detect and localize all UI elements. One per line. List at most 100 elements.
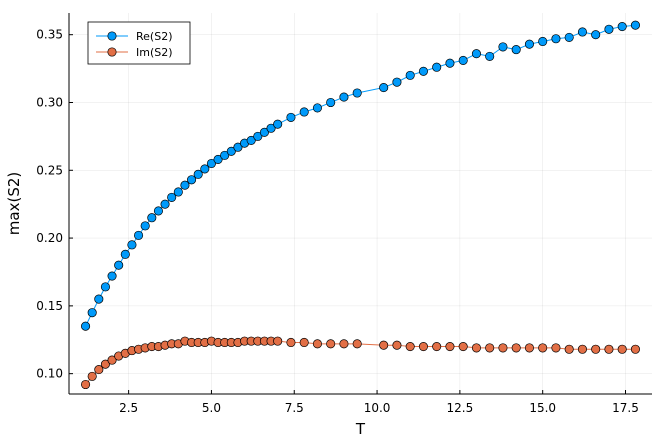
data-point-re-s2 xyxy=(445,58,455,68)
plot-area xyxy=(69,13,652,394)
data-point-re-s2 xyxy=(312,103,322,113)
data-point-re-s2 xyxy=(299,107,309,117)
data-point-im-s2 xyxy=(299,337,309,348)
data-point-im-s2 xyxy=(432,341,442,352)
data-point-im-s2 xyxy=(604,344,614,354)
data-point-im-s2 xyxy=(564,344,574,354)
grid xyxy=(69,13,652,394)
x-axis-ticks: 2.5 5.0 7.5 10.0 12.5 15.0 17.5 xyxy=(119,390,639,415)
data-point-im-s2 xyxy=(551,343,561,353)
y-tick-label: 0.30 xyxy=(36,95,63,109)
data-point-re-s2 xyxy=(339,92,349,102)
data-point-re-s2 xyxy=(630,20,640,30)
data-point-im-s2 xyxy=(511,343,521,353)
y-tick-label: 0.20 xyxy=(36,231,63,245)
data-point-im-s2 xyxy=(405,341,415,352)
data-point-re-s2 xyxy=(591,30,601,40)
data-point-im-s2 xyxy=(352,339,362,349)
data-point-re-s2 xyxy=(418,66,428,76)
data-point-re-s2 xyxy=(259,127,269,137)
data-point-re-s2 xyxy=(511,45,521,55)
data-point-re-s2 xyxy=(551,34,561,44)
data-point-re-s2 xyxy=(524,39,534,49)
data-point-im-s2 xyxy=(286,337,296,348)
data-point-im-s2 xyxy=(577,344,587,354)
data-point-re-s2 xyxy=(233,142,243,152)
data-point-im-s2 xyxy=(87,371,97,381)
data-point-re-s2 xyxy=(160,199,170,209)
data-point-im-s2 xyxy=(107,355,117,365)
data-point-re-s2 xyxy=(220,150,230,160)
x-tick-label: 2.5 xyxy=(119,401,138,415)
data-point-im-s2 xyxy=(418,341,428,352)
data-point-re-s2 xyxy=(94,294,104,304)
legend-label: Re(S2) xyxy=(136,30,172,43)
data-point-re-s2 xyxy=(253,131,263,141)
legend: Re(S2) Im(S2) xyxy=(87,21,191,65)
legend-label: Im(S2) xyxy=(136,46,173,59)
data-point-re-s2 xyxy=(147,213,157,223)
data-point-re-s2 xyxy=(326,97,336,108)
x-tick-label: 15.0 xyxy=(529,401,556,415)
data-point-re-s2 xyxy=(498,42,508,52)
data-point-re-s2 xyxy=(81,321,91,331)
data-point-re-s2 xyxy=(140,221,150,231)
data-point-re-s2 xyxy=(180,180,190,190)
data-point-re-s2 xyxy=(617,22,627,32)
y-tick-label: 0.35 xyxy=(36,28,63,42)
data-point-re-s2 xyxy=(392,77,402,87)
data-point-re-s2 xyxy=(213,154,223,164)
data-point-re-s2 xyxy=(266,123,276,133)
data-point-re-s2 xyxy=(485,51,495,61)
y-axis-ticks: 0.10 0.15 0.20 0.25 0.30 0.35 xyxy=(36,28,73,381)
data-point-im-s2 xyxy=(524,343,534,353)
data-point-re-s2 xyxy=(471,49,481,59)
data-point-re-s2 xyxy=(246,135,256,146)
data-point-re-s2 xyxy=(564,32,574,42)
x-tick-label: 12.5 xyxy=(447,401,474,415)
data-point-im-s2 xyxy=(471,343,481,353)
legend-marker xyxy=(107,47,117,57)
data-point-re-s2 xyxy=(200,164,210,174)
data-point-re-s2 xyxy=(577,27,587,37)
data-point-re-s2 xyxy=(153,206,163,216)
data-point-re-s2 xyxy=(458,55,468,66)
data-point-im-s2 xyxy=(339,339,349,349)
x-tick-label: 7.5 xyxy=(285,401,304,415)
legend-marker xyxy=(107,31,117,41)
data-point-re-s2 xyxy=(352,88,362,98)
data-point-im-s2 xyxy=(617,344,627,354)
data-point-re-s2 xyxy=(193,169,203,179)
data-point-im-s2 xyxy=(326,339,336,349)
legend-box xyxy=(87,21,191,65)
y-tick-label: 0.25 xyxy=(36,163,63,177)
x-tick-label: 17.5 xyxy=(612,401,639,415)
data-point-re-s2 xyxy=(87,308,97,318)
data-point-im-s2 xyxy=(312,339,322,349)
data-point-re-s2 xyxy=(127,240,137,250)
data-point-re-s2 xyxy=(604,24,614,34)
y-tick-label: 0.15 xyxy=(36,299,63,313)
data-point-re-s2 xyxy=(206,158,216,169)
y-tick-label: 0.10 xyxy=(36,367,63,381)
data-point-im-s2 xyxy=(591,344,601,354)
data-point-im-s2 xyxy=(100,359,110,369)
data-point-im-s2 xyxy=(379,340,389,350)
data-point-re-s2 xyxy=(107,271,117,281)
x-axis-label: T xyxy=(355,420,366,438)
data-point-im-s2 xyxy=(94,365,104,375)
y-axis-label: max(S2) xyxy=(5,172,23,235)
data-point-im-s2 xyxy=(538,343,548,353)
data-point-re-s2 xyxy=(286,112,296,122)
data-point-re-s2 xyxy=(134,230,144,240)
data-point-re-s2 xyxy=(432,62,442,72)
data-point-re-s2 xyxy=(173,187,183,197)
data-point-re-s2 xyxy=(405,70,415,80)
data-point-re-s2 xyxy=(538,36,548,47)
data-point-im-s2 xyxy=(273,336,283,346)
axes xyxy=(68,13,652,395)
series-points xyxy=(81,20,640,390)
data-point-im-s2 xyxy=(498,343,508,353)
data-point-im-s2 xyxy=(445,341,455,352)
